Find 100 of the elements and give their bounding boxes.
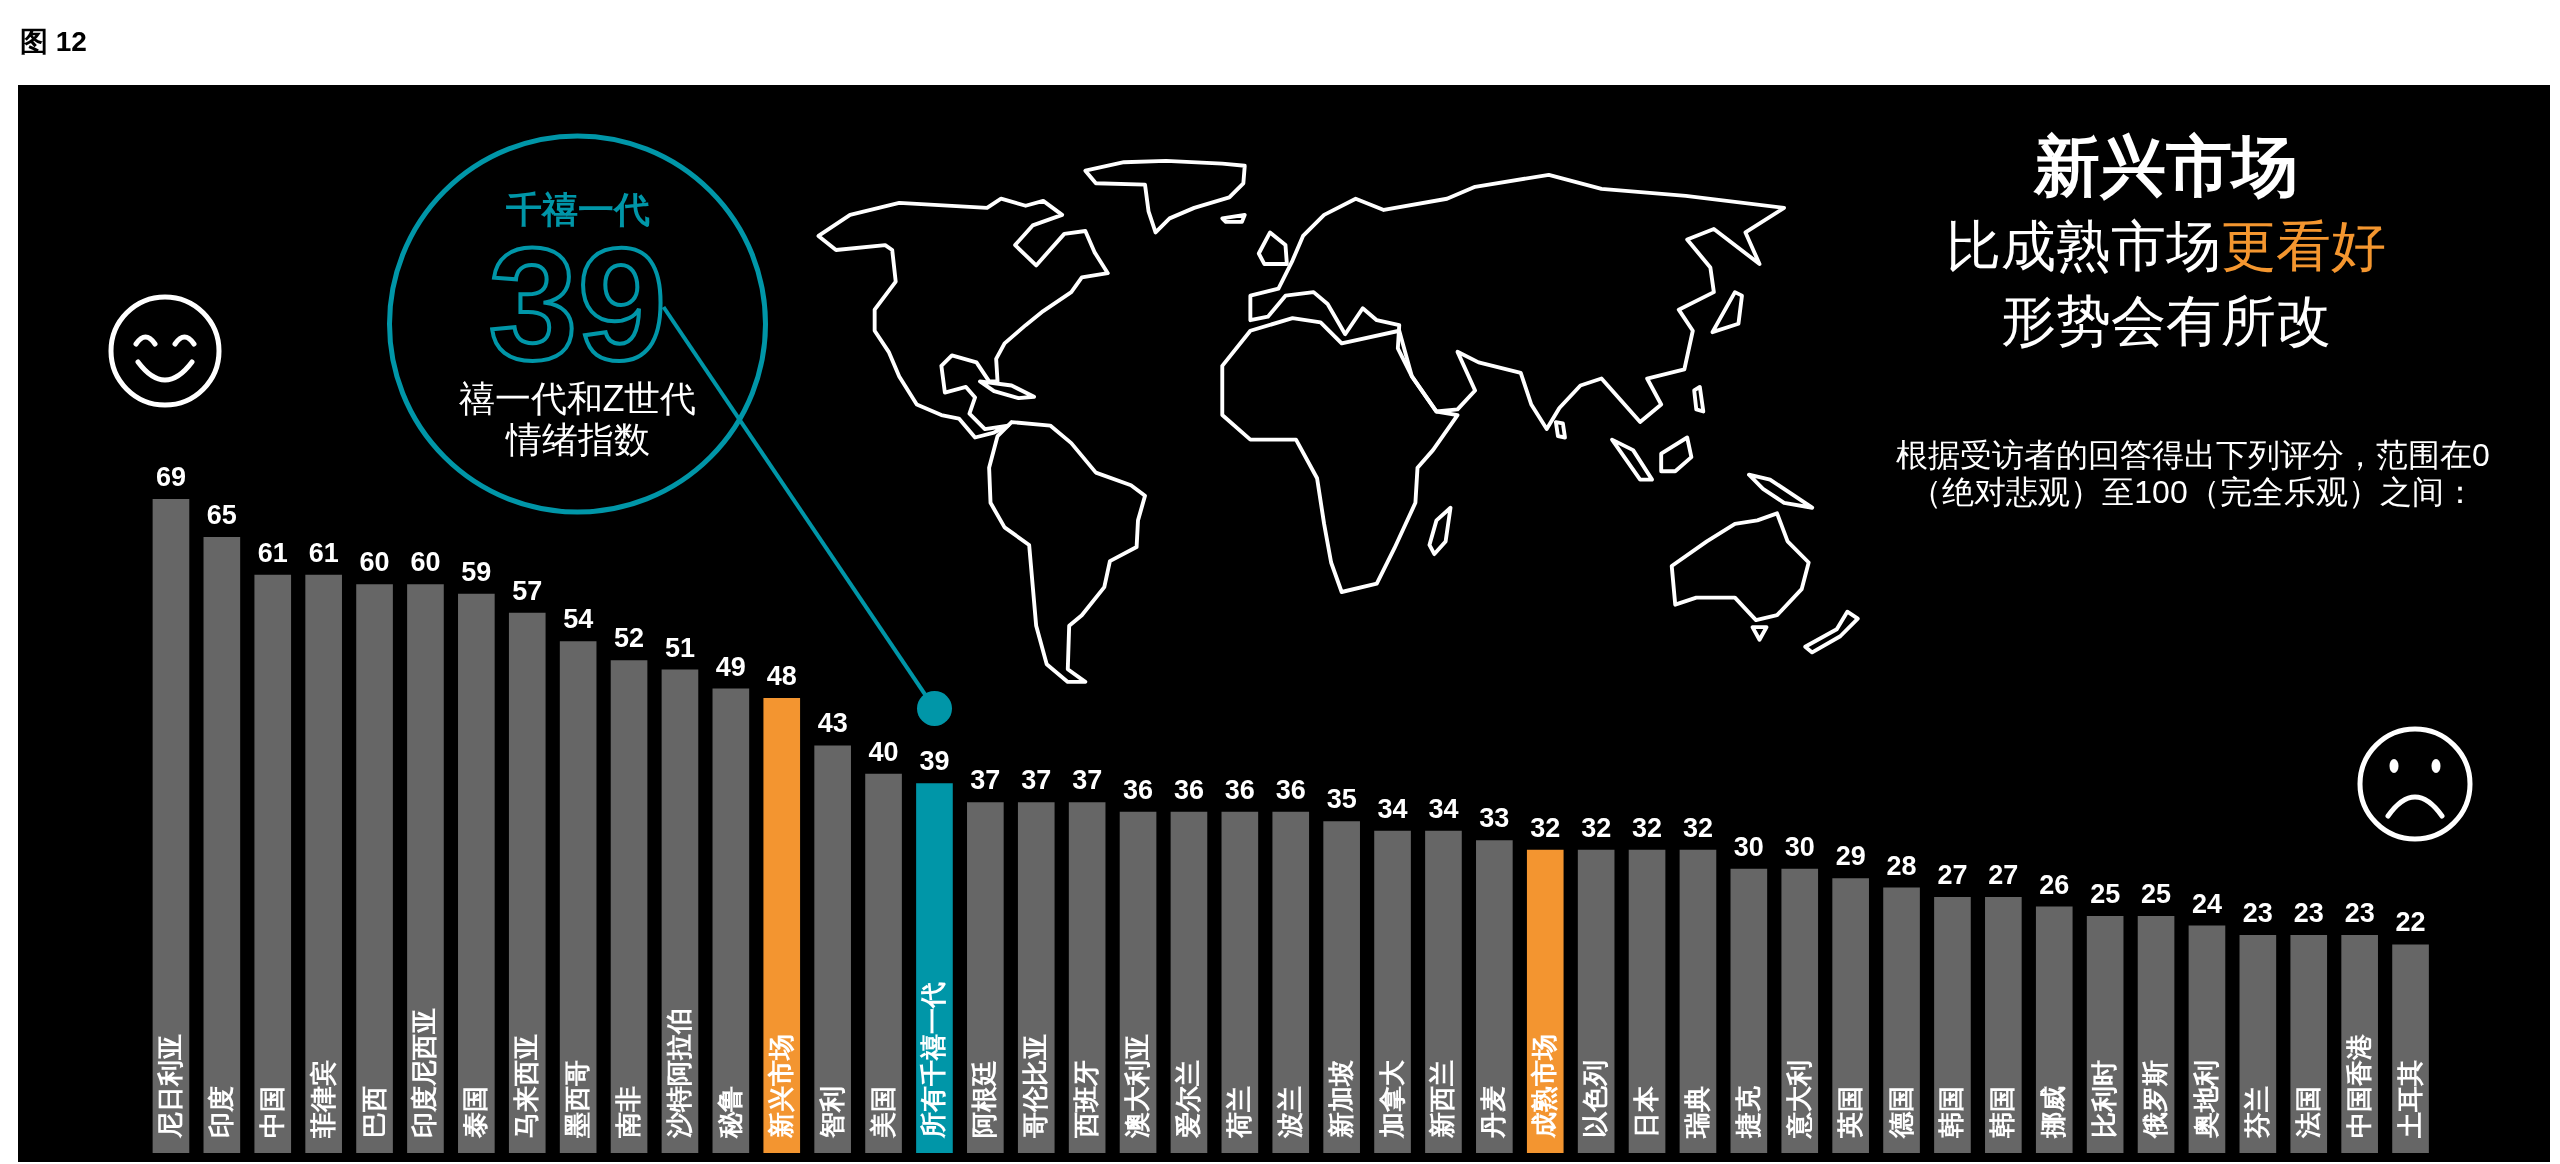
bar [152, 499, 190, 1153]
data-label: 27 [1988, 860, 2019, 891]
x-tick-label: 印度 [205, 1085, 236, 1138]
data-label: 40 [868, 736, 899, 767]
data-label: 49 [715, 651, 746, 682]
bar [1425, 830, 1462, 1153]
x-tick-label: 土耳其 [2394, 1059, 2425, 1139]
data-label: 32 [1581, 812, 1612, 843]
x-tick-label: 澳大利亚 [1122, 1033, 1153, 1139]
x-tick-label: 挪威 [2038, 1085, 2069, 1139]
data-label: 52 [614, 623, 645, 654]
x-tick-label: 墨西哥 [562, 1059, 593, 1139]
x-tick-label: 菲律宾 [307, 1059, 338, 1139]
x-tick-label: 南非 [613, 1085, 644, 1139]
bar [458, 593, 495, 1153]
bar [1272, 811, 1310, 1153]
bar [1017, 802, 1055, 1153]
x-tick-label: 奥地利 [2190, 1059, 2221, 1139]
bar [305, 574, 342, 1153]
data-label: 32 [1530, 812, 1561, 843]
x-tick-label: 韩国 [1987, 1085, 2018, 1139]
bar [1832, 878, 1869, 1153]
bar [1476, 840, 1513, 1153]
data-label: 36 [1224, 774, 1255, 805]
data-label: 25 [2141, 879, 2172, 910]
x-tick-label: 新西兰 [1427, 1059, 1458, 1139]
bar [356, 584, 393, 1153]
annotation: 千禧一代 39 禧一代和Z世代情绪指数 [458, 189, 697, 460]
x-tick-label: 新兴市场 [765, 1033, 796, 1139]
data-label: 37 [1021, 765, 1052, 796]
x-tick-label: 以色列 [1580, 1059, 1611, 1138]
text: 形势会有所改 [2001, 290, 2331, 352]
bar [1883, 887, 1920, 1153]
data-label: 28 [1886, 850, 1917, 881]
x-tick-label: 法国 [2292, 1085, 2323, 1139]
data-label: 36 [1173, 774, 1204, 805]
x-tick-label: 加拿大 [1376, 1058, 1407, 1139]
data-label: 23 [2242, 898, 2273, 928]
x-tick-label: 巴西 [358, 1085, 389, 1138]
text: 新兴市场 [2034, 129, 2298, 204]
x-tick-label: 中国 [256, 1085, 287, 1138]
x-tick-label: 秘鲁 [714, 1085, 745, 1139]
data-label: 54 [563, 604, 594, 635]
bar [2239, 935, 2277, 1153]
x-tick-label: 捷克 [1732, 1085, 1763, 1139]
data-label: 37 [970, 765, 1001, 796]
x-tick-label: 西班牙 [1071, 1059, 1102, 1139]
annotation: 根据受访者的回答得出下列评分，范围在0（绝对悲观）至100（完全乐观）之间： [1895, 437, 2491, 511]
data-label: 34 [1377, 793, 1408, 824]
x-tick-label: 所有千禧一代 [918, 981, 949, 1139]
x-tick-label: 印度尼西亚 [409, 1007, 440, 1138]
bar [2290, 935, 2328, 1153]
data-label: 36 [1275, 774, 1306, 805]
bar [865, 773, 902, 1153]
chart-title: 图 12 [20, 25, 87, 59]
data-label: 27 [1937, 860, 1968, 891]
data-label: 30 [1733, 831, 1764, 862]
x-tick-label: 瑞典 [1681, 1085, 1712, 1139]
x-tick-label: 芬兰 [2241, 1085, 2272, 1139]
x-tick-label: 哥伦比亚 [1020, 1033, 1051, 1139]
bar [763, 698, 801, 1153]
bar [508, 612, 546, 1153]
data-label: 32 [1632, 812, 1663, 843]
bar [610, 660, 648, 1153]
data-label: 34 [1428, 793, 1459, 824]
bar [559, 641, 597, 1153]
bar [1374, 830, 1411, 1153]
x-tick-label: 阿根廷 [969, 1059, 1000, 1138]
x-tick-label: 丹麦 [1478, 1085, 1509, 1139]
bar [2035, 906, 2073, 1153]
data-label: 39 [919, 746, 950, 777]
x-tick-label: 成熟市场 [1529, 1033, 1560, 1139]
data-label: 30 [1784, 831, 1815, 862]
x-tick-label: 智利 [816, 1085, 847, 1139]
text: 更看好 [2221, 215, 2386, 277]
x-tick-label: 美国 [867, 1085, 898, 1139]
x-tick-label: 德国 [1885, 1085, 1916, 1139]
x-tick-label: 泰国 [460, 1085, 491, 1139]
data-label: 61 [308, 537, 339, 568]
x-tick-label: 沙特阿拉伯 [663, 1007, 694, 1139]
x-tick-label: 中国香港 [2343, 1032, 2374, 1138]
data-label: 51 [664, 632, 695, 663]
x-tick-label: 尼日利亚 [154, 1033, 185, 1139]
bar [1679, 849, 1717, 1153]
data-label: 37 [1072, 765, 1103, 796]
data-label: 36 [1123, 774, 1154, 805]
data-label: 60 [359, 547, 390, 578]
data-label: 57 [512, 575, 543, 606]
bar [712, 688, 750, 1153]
x-tick-label: 比利时 [2089, 1059, 2120, 1138]
x-tick-label: 马来西亚 [511, 1033, 542, 1138]
data-label: 48 [766, 661, 797, 692]
x-tick-label: 意大利 [1783, 1059, 1814, 1139]
data-label: 22 [2395, 907, 2426, 938]
x-tick-label: 新加坡 [1325, 1059, 1356, 1139]
data-label: 25 [2090, 879, 2121, 910]
bar [203, 536, 241, 1153]
data-label: 24 [2191, 888, 2222, 919]
bar [407, 584, 444, 1153]
bar [254, 574, 292, 1153]
